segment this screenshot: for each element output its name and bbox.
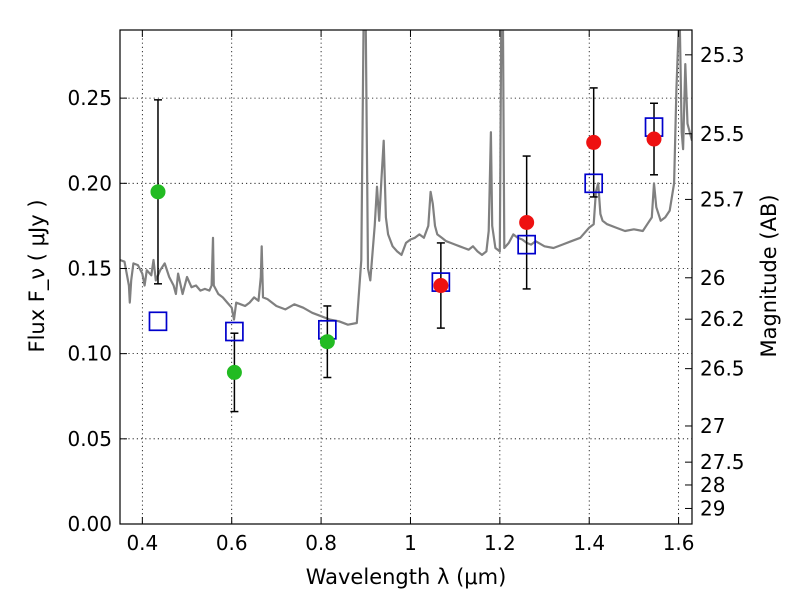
x-tick-label: 1.4 bbox=[573, 531, 605, 555]
y-tick-label: 0.00 bbox=[67, 512, 112, 536]
data-markers-layer bbox=[148, 87, 664, 413]
y-axis-title-right: Magnitude (AB) bbox=[757, 194, 781, 357]
model-photometry-square bbox=[517, 234, 537, 255]
model-spectrum-layer bbox=[120, 30, 692, 326]
right-y-tick-label: 26 bbox=[700, 266, 725, 290]
observed-flux-point bbox=[150, 184, 166, 200]
observed-flux-point bbox=[519, 214, 535, 230]
observed-flux-point bbox=[586, 134, 602, 150]
right-y-tick-label: 25.5 bbox=[700, 122, 745, 146]
observed-flux-point bbox=[646, 131, 662, 147]
axes: 0.4 0.6 0.8 1 1.2 1.4 1.6 0.00 0.05 0.10 0.15 0.20 0… bbox=[67, 30, 745, 555]
x-tick-label: 1.2 bbox=[484, 531, 516, 555]
grid bbox=[120, 30, 692, 524]
right-y-tick-label: 26.2 bbox=[700, 307, 745, 331]
y-tick-label: 0.15 bbox=[67, 256, 112, 280]
right-y-tick-label: 26.5 bbox=[700, 357, 745, 381]
right-y-tick-label: 27.5 bbox=[700, 450, 745, 474]
y-tick-label: 0.10 bbox=[67, 342, 112, 366]
x-tick-label: 0.4 bbox=[126, 531, 158, 555]
model-photometry-square bbox=[148, 311, 168, 332]
right-y-tick-label: 29 bbox=[700, 496, 725, 520]
observed-flux-point bbox=[319, 334, 335, 350]
right-y-tick-label: 27 bbox=[700, 414, 725, 438]
model-photometry-square bbox=[225, 321, 244, 342]
observed-flux-point bbox=[226, 364, 242, 380]
y-tick-label: 0.25 bbox=[67, 86, 112, 110]
model-spectrum-line bbox=[120, 30, 692, 326]
x-axis-title: Wavelength λ (μm) bbox=[306, 565, 507, 589]
y-tick-label: 0.05 bbox=[67, 427, 112, 451]
x-tick-label: 0.8 bbox=[305, 531, 337, 555]
right-y-tick-label: 25.7 bbox=[700, 187, 745, 211]
observed-flux-point bbox=[433, 278, 449, 294]
y-axis-title-left: Flux F_ν ( μJy ) bbox=[25, 199, 50, 352]
y-tick-label: 0.20 bbox=[67, 171, 112, 195]
x-tick-label: 1 bbox=[404, 531, 417, 555]
x-tick-label: 0.6 bbox=[216, 531, 248, 555]
right-y-tick-label: 25.3 bbox=[700, 43, 745, 67]
model-photometry-square bbox=[584, 173, 604, 194]
plot-frame bbox=[119, 29, 693, 525]
right-y-tick-label: 28 bbox=[700, 473, 725, 497]
x-tick-label: 1.6 bbox=[663, 531, 695, 555]
